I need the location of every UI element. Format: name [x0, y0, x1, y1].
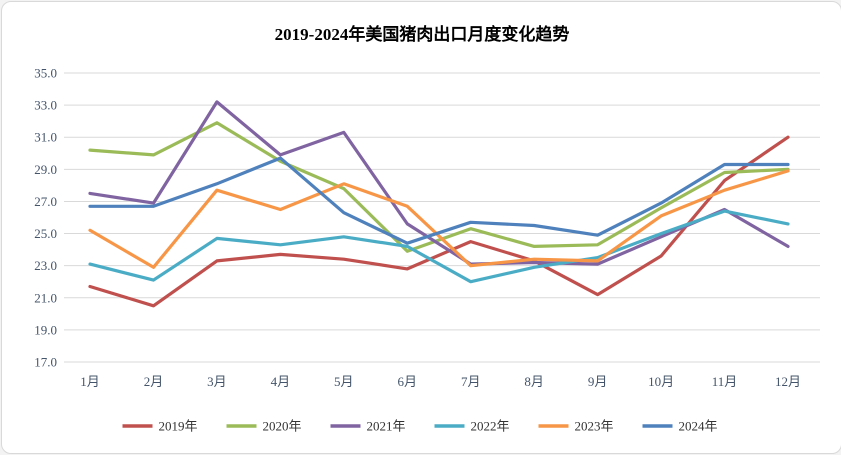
y-axis-label: 17.0	[34, 355, 57, 370]
y-axis-label: 21.0	[34, 290, 57, 305]
series-line-2024年	[88, 156, 790, 245]
x-axis-label: 5月	[334, 374, 354, 389]
x-axis-label: 7月	[461, 374, 481, 389]
legend-item-2020年: 2020年	[226, 419, 302, 434]
legend-item-2022年: 2022年	[434, 419, 510, 434]
y-axis-label: 31.0	[34, 130, 57, 145]
y-axis-label: 23.0	[34, 258, 57, 273]
series-line-2019年	[88, 135, 790, 308]
series-line-2022年	[88, 209, 790, 284]
x-axis-label: 2月	[144, 374, 164, 389]
x-axis-label: 10月	[648, 374, 674, 389]
legend-item-2019年: 2019年	[122, 419, 198, 434]
legend-label: 2023年	[575, 419, 614, 434]
x-axis-label: 3月	[207, 374, 227, 389]
x-axis-label: 11月	[712, 374, 738, 389]
y-axis-label: 19.0	[34, 322, 57, 337]
legend-item-2021年: 2021年	[330, 419, 406, 434]
series-line-2021年	[88, 100, 790, 266]
legend-label: 2022年	[471, 419, 510, 434]
y-axis-label: 33.0	[34, 98, 57, 113]
legend-label: 2019年	[159, 419, 198, 434]
series-lines	[88, 100, 790, 308]
y-axis-labels: 35.0 33.0 31.0 29.0 27.0 25.0 23.0 21.0 19.0 17.0	[34, 66, 57, 370]
series-line-2023年	[88, 169, 790, 269]
x-axis-label: 4月	[271, 374, 291, 389]
legend-item-2023年: 2023年	[538, 419, 614, 434]
legend-label: 2024年	[679, 419, 718, 434]
x-axis-label: 9月	[588, 374, 608, 389]
legend-label: 2021年	[367, 419, 406, 434]
legend-label: 2020年	[263, 419, 302, 434]
legend: 2019年 2020年 2021年 2022年 2023年 2024年	[122, 419, 718, 434]
x-axis-labels: 1月 2月 3月 4月 5月 6月 7月 8月 9月 10月 11月 12月	[80, 374, 801, 389]
y-axis-label: 29.0	[34, 162, 57, 177]
chart-title: 2019-2024年美国猪肉出口月度变化趋势	[275, 24, 570, 44]
y-axis-label: 35.0	[34, 66, 57, 81]
x-axis-label: 1月	[80, 374, 100, 389]
legend-item-2024年: 2024年	[642, 419, 718, 434]
y-axis-label: 27.0	[34, 194, 57, 209]
x-axis-label: 8月	[524, 374, 544, 389]
x-axis-label: 12月	[775, 374, 801, 389]
y-axis-label: 25.0	[34, 226, 57, 241]
series-line-2020年	[88, 121, 790, 253]
x-axis-label: 6月	[398, 374, 418, 389]
